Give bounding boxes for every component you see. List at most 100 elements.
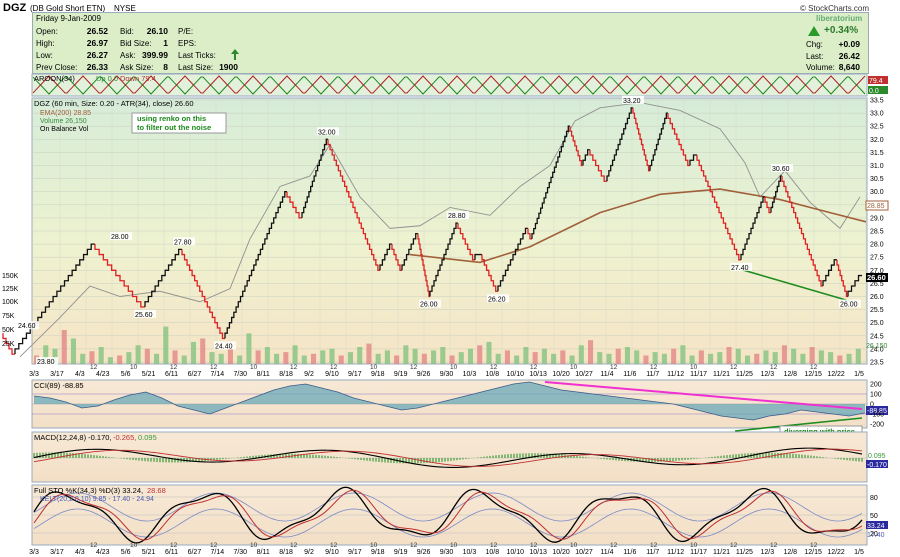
macd-line	[33, 447, 863, 468]
volume-label: Volume:	[806, 63, 835, 72]
volume-bar	[606, 353, 612, 364]
x-tick-label: 5/6	[121, 549, 131, 556]
volume-bar	[126, 352, 132, 364]
renko-segment	[822, 259, 837, 287]
x-minor-label: 10	[250, 364, 258, 371]
x-minor-label: 12	[730, 364, 738, 371]
volume-bar	[634, 350, 640, 364]
x-tick-label: 11/6	[623, 549, 636, 556]
volume-bar	[237, 355, 243, 364]
x-tick-label: 9/18	[371, 549, 385, 556]
x-minor-label: 10	[690, 364, 698, 371]
volume-bar	[292, 345, 298, 364]
pivot-label-bg	[134, 309, 156, 318]
volume-bar	[717, 352, 723, 364]
volume-bar	[754, 353, 760, 364]
volume-bar	[70, 338, 77, 364]
last-value: 26.42	[838, 51, 860, 61]
pivot-label: 23.80	[37, 359, 55, 366]
cci-tick-label: -200	[870, 422, 884, 429]
x-minor-label: 10	[690, 542, 698, 549]
exchange: NYSE	[114, 4, 136, 13]
volume-bar	[347, 352, 354, 364]
x-tick-label: 11/17	[690, 371, 707, 378]
x-minor-label: 12	[490, 364, 498, 371]
x-tick-label: 6/11	[165, 371, 178, 378]
volume-bar	[578, 345, 584, 364]
volume-bar	[551, 353, 557, 364]
cci-tag	[866, 406, 888, 415]
volume-bar	[181, 355, 187, 364]
volume-bar	[735, 348, 741, 364]
cci-divergence-line	[544, 381, 863, 410]
renko-segment	[847, 274, 862, 297]
x-minor-label: 12	[650, 542, 658, 549]
x-minor-label: 12	[810, 542, 818, 549]
volume-bar	[837, 355, 843, 364]
x-tick-label: 7/14	[211, 549, 225, 556]
x-minor-label: 10	[450, 364, 458, 371]
x-minor-label: 10	[370, 364, 378, 371]
x-tick-label: 6/11	[165, 549, 178, 556]
pivot-label: 24.60	[18, 323, 36, 330]
pivot-label-bg	[622, 95, 644, 104]
x-tick-label: 9/30	[440, 371, 454, 378]
macd-tag-a: 0.095	[868, 453, 886, 460]
x-tick-label: 4/3	[75, 549, 85, 556]
volume-bar	[744, 355, 751, 364]
renko-segment	[379, 243, 392, 271]
volume-bar	[588, 340, 594, 364]
x-minor-label: 12	[610, 364, 618, 371]
pivot-label: 26.00	[840, 302, 858, 309]
pivot-label-bg	[839, 299, 861, 308]
volume-bar	[255, 350, 261, 364]
volume-bar	[698, 350, 704, 364]
volume-bar	[689, 355, 695, 364]
x-tick-label: 9/19	[394, 549, 408, 556]
x-tick-label: 10/8	[486, 549, 500, 556]
volume-tick-label: 50K	[2, 327, 15, 334]
bid-size-label: Bid Size:	[120, 39, 152, 48]
ticker-symbol: DGZ	[3, 2, 27, 14]
x-minor-label: 12	[90, 542, 98, 549]
x-minor-label: 12	[650, 364, 658, 371]
x-tick-label: 3/17	[50, 549, 64, 556]
renko-segment	[391, 244, 402, 271]
volume-bar	[89, 351, 95, 364]
price-legend: DGZ (60 min, Size: 0.20 - ATR(34), close…	[34, 99, 194, 108]
volume-bar	[61, 330, 67, 364]
x-tick-label: 7/14	[211, 371, 225, 378]
x-axis-lower: 3/3 3/17 4/3 4/23 5/6 5/21 6/11 6/27 7/14 7/30 8/1…	[29, 542, 864, 556]
x-tick-label: 8/11	[257, 371, 270, 378]
volume-tick-label: 100K	[2, 299, 19, 306]
renko-segment	[740, 196, 765, 260]
x-tick-label: 9/10	[325, 371, 339, 378]
volume-bar	[107, 357, 113, 364]
x-tick-label: 10/27	[575, 371, 593, 378]
x-minor-label: 10	[250, 542, 258, 549]
volume-bar	[421, 353, 427, 364]
pivot-label-bg	[317, 127, 339, 136]
volume-bar	[449, 355, 455, 364]
x-tick-label: 10/10	[506, 549, 524, 556]
price-tick-label: 28.5	[870, 229, 884, 236]
price-tick-label: 24.5	[870, 333, 884, 340]
pivot-label: 25.60	[135, 312, 153, 319]
macd-signal-legend: -0.265,	[113, 433, 136, 442]
x-tick-label: 10/10	[506, 371, 524, 378]
x-minor-label: 12	[530, 364, 538, 371]
volume-bar	[680, 345, 686, 364]
ema-tag-text: 28.85	[867, 203, 885, 210]
renko-segment	[632, 107, 650, 172]
sto-panel	[31, 484, 868, 546]
copyright: © StockCharts.com	[800, 4, 870, 13]
price-tick-label: 26.5	[870, 281, 884, 288]
price-tick-label: 32.5	[870, 124, 884, 131]
cci-line	[33, 381, 866, 421]
pivot-label: 27.80	[174, 239, 192, 246]
ema-legend: EMA(200) 28.85	[40, 110, 91, 117]
x-tick-label: 5/21	[142, 549, 156, 556]
x-tick-label: 1/5	[854, 371, 864, 378]
cci-tick-label: 100	[870, 392, 882, 399]
chg-value: +0.09	[838, 39, 860, 49]
